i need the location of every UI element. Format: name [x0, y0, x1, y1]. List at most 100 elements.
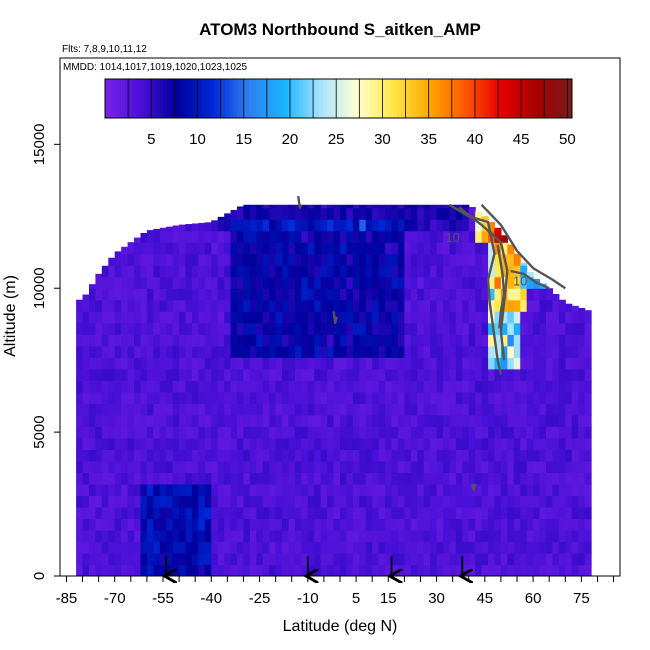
heatmap-cell [204, 426, 212, 439]
heatmap-cell [224, 426, 232, 439]
heatmap-cell [108, 391, 116, 404]
heatmap-cell [404, 483, 412, 497]
heatmap-cell [552, 322, 560, 335]
heatmap-cell [301, 529, 309, 543]
heatmap-cell [488, 334, 496, 347]
heatmap-cell [146, 334, 154, 347]
heatmap-cell [294, 437, 302, 450]
heatmap-cell [314, 483, 322, 497]
heatmap-cell [76, 334, 84, 347]
heatmap-cell [198, 483, 206, 497]
heatmap-cell [449, 460, 457, 473]
heatmap-cell [365, 414, 373, 427]
heatmap-cell [475, 414, 483, 427]
heatmap-cell [314, 518, 322, 531]
heatmap-cell [179, 564, 187, 576]
heatmap-cell [327, 253, 335, 266]
heatmap-cell [449, 276, 457, 289]
heatmap-cell [481, 483, 489, 497]
heatmap-cell [288, 357, 296, 370]
heatmap-cell [475, 219, 483, 232]
heatmap-cell [410, 334, 418, 347]
heatmap-cell [378, 414, 386, 427]
heatmap-cell [417, 403, 425, 416]
heatmap-cell [584, 518, 592, 531]
heatmap-cell [230, 472, 238, 485]
heatmap-cell [385, 288, 393, 301]
heatmap-cell [95, 506, 103, 520]
heatmap-cell [539, 334, 547, 347]
heatmap-cell [269, 552, 277, 566]
heatmap-cell [468, 334, 476, 347]
heatmap-cell [475, 322, 483, 335]
heatmap-cell [513, 288, 521, 301]
heatmap-cell [507, 311, 515, 324]
heatmap-cell [475, 483, 483, 497]
heatmap-cell [430, 380, 438, 393]
heatmap-cell [410, 253, 418, 266]
heatmap-cell [76, 368, 84, 381]
heatmap-cell [327, 219, 335, 232]
heatmap-cell [539, 518, 547, 531]
heatmap-cell [76, 380, 84, 393]
heatmap-cell [82, 483, 90, 497]
heatmap-cell [500, 472, 508, 485]
heatmap-cell [423, 437, 431, 450]
colorbar-tick-label: 35 [420, 131, 437, 148]
heatmap-cell [436, 311, 444, 324]
heatmap-cell [346, 288, 354, 301]
heatmap-cell [327, 483, 335, 497]
x-tick-label: 75 [573, 590, 590, 607]
heatmap-cell [230, 276, 238, 289]
heatmap-cell [558, 391, 566, 404]
heatmap-cell [204, 334, 212, 347]
heatmap-cell [346, 529, 354, 543]
heatmap-cell [526, 357, 534, 370]
heatmap-cell [333, 414, 341, 427]
heatmap-cell [481, 380, 489, 393]
heatmap-cell [114, 483, 122, 497]
heatmap-cell [262, 518, 270, 531]
heatmap-cell [545, 414, 554, 427]
heatmap-cell [191, 518, 199, 531]
heatmap-cell [191, 483, 199, 497]
heatmap-cell [224, 299, 232, 312]
heatmap-cell [114, 426, 122, 439]
heatmap-cell [417, 541, 425, 554]
heatmap-cell [185, 437, 193, 450]
heatmap-cell [372, 391, 380, 404]
heatmap-cell [385, 552, 393, 566]
heatmap-cell [249, 472, 257, 485]
heatmap-cell [507, 334, 515, 347]
heatmap-cell [520, 368, 528, 381]
heatmap-cell [114, 345, 122, 358]
heatmap-cell [282, 253, 290, 266]
colorbar-swatch [217, 79, 223, 118]
heatmap-cell [391, 299, 399, 312]
heatmap-cell [269, 334, 277, 347]
heatmap-cell [526, 414, 534, 427]
heatmap-cell [488, 242, 496, 255]
heatmap-cell [475, 253, 483, 266]
heatmap-cell [179, 472, 187, 485]
heatmap-cell [88, 288, 97, 301]
heatmap-cell [146, 483, 154, 497]
heatmap-cell [237, 414, 245, 427]
heatmap-cell [217, 472, 225, 485]
heatmap-cell [269, 541, 277, 554]
heatmap-cell [224, 242, 232, 255]
colorbar-tick-label: 20 [282, 131, 299, 148]
heatmap-cell [172, 414, 180, 427]
heatmap-cell [378, 334, 386, 347]
heatmap-cell [275, 299, 283, 312]
heatmap-cell [249, 322, 257, 335]
heatmap-cell [314, 437, 322, 450]
heatmap-cell [468, 207, 476, 209]
heatmap-cell [372, 242, 380, 255]
colorbar-tick-label: 45 [513, 131, 530, 148]
heatmap-cell [172, 357, 180, 370]
heatmap-cell [404, 552, 412, 566]
heatmap-cell [172, 334, 180, 347]
heatmap-cell [282, 334, 290, 347]
heatmap-cell [269, 253, 277, 266]
